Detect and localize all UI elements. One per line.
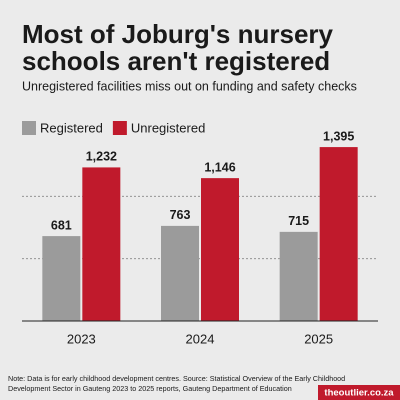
legend-label: Unregistered <box>131 120 205 135</box>
value-label: 763 <box>170 208 191 222</box>
value-label: 1,146 <box>204 160 235 174</box>
x-tick-label: 2025 <box>304 331 333 346</box>
bar <box>42 236 81 321</box>
legend-label: Registered <box>40 120 103 135</box>
bar <box>319 147 358 321</box>
bar <box>279 231 318 321</box>
brand: theoutlier.co.za <box>324 388 394 399</box>
bar <box>161 225 199 321</box>
value-label: 1,232 <box>86 150 117 164</box>
chart-title: schools aren't registered <box>22 46 330 76</box>
x-tick-label: 2023 <box>67 331 96 346</box>
bar <box>201 178 239 321</box>
note: Development Sector in Gauteng 2023 to 20… <box>8 384 292 393</box>
chart-subtitle: Unregistered facilities miss out on fund… <box>22 79 357 93</box>
value-label: 1,395 <box>323 129 354 143</box>
value-label: 715 <box>288 214 309 228</box>
legend-swatch <box>22 121 36 135</box>
value-label: 681 <box>51 218 72 232</box>
brand-box <box>318 385 400 400</box>
note: Note: Data is for early childhood develo… <box>8 374 345 383</box>
x-tick-label: 2024 <box>186 331 215 346</box>
bar <box>82 167 121 321</box>
chart-title: Most of Joburg's nursery <box>22 19 334 49</box>
legend-swatch <box>112 121 127 135</box>
